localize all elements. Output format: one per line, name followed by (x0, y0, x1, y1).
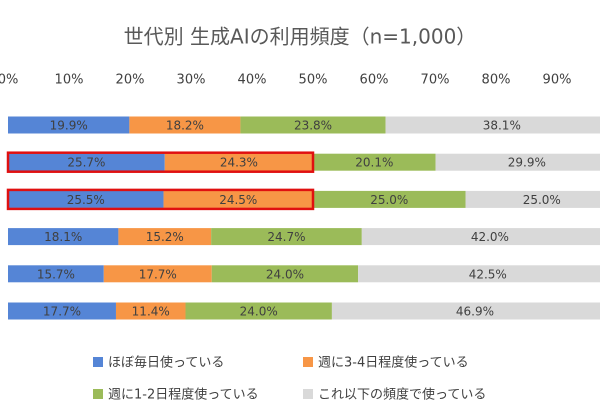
bar-segment (465, 190, 600, 208)
highlight-box (6, 188, 315, 211)
value-label: 11.4% (132, 305, 170, 319)
bar-segment (8, 302, 116, 320)
value-label: 15.7% (37, 267, 75, 281)
x-tick-label: 10% (55, 73, 84, 88)
value-label: 24.0% (266, 267, 304, 281)
highlight-box (6, 151, 315, 173)
value-label: 42.5% (469, 267, 507, 281)
chart-title: 世代別 生成AIの利用頻度（n=1,000） (124, 25, 477, 49)
value-label: 17.7% (139, 267, 177, 281)
value-label: 24.5% (219, 193, 257, 207)
legend-label: これ以下の頻度で使っている (318, 387, 486, 403)
x-tick-label: 60% (360, 73, 389, 88)
bar-segment (129, 116, 241, 134)
x-tick-label: 50% (299, 73, 328, 88)
legend-swatch (303, 357, 313, 367)
value-label: 24.0% (240, 305, 278, 319)
x-tick-label: 80% (482, 73, 511, 88)
bar-segment (8, 228, 119, 246)
bar-segment (164, 153, 313, 171)
bar-segment (313, 153, 436, 171)
value-label: 38.1% (483, 119, 521, 133)
value-label: 18.2% (166, 119, 204, 133)
bar-segment (435, 153, 600, 171)
bar-segment (361, 228, 600, 246)
bar-segment (8, 265, 104, 283)
value-label: 24.7% (267, 230, 305, 244)
bar-segment (211, 228, 362, 246)
value-label: 23.8% (294, 119, 332, 133)
value-label: 20.1% (355, 156, 393, 170)
bar-segment (185, 302, 332, 320)
x-tick-label: 0% (0, 73, 18, 88)
value-label: 29.9% (508, 156, 546, 170)
value-label: 25.0% (523, 193, 561, 207)
bar-segment (115, 302, 186, 320)
bar-segment (331, 302, 600, 320)
bar-segment (313, 190, 466, 208)
legend-swatch (303, 389, 313, 399)
bar-segment (8, 190, 164, 208)
x-tick-label: 90% (543, 73, 572, 88)
value-label: 17.7% (43, 305, 81, 319)
x-tick-label: 20% (116, 73, 145, 88)
bar-segment (211, 265, 359, 283)
bar-segment (8, 116, 130, 134)
x-tick-label: 70% (421, 73, 450, 88)
value-label: 24.3% (220, 156, 258, 170)
bar-segment (103, 265, 212, 283)
legend-swatch (93, 389, 103, 399)
bar-segment (385, 116, 600, 134)
legend-swatch (93, 357, 103, 367)
legend-label: 週に3-4日程度使っている (318, 355, 469, 371)
value-label: 25.0% (370, 193, 408, 207)
bar-segment (358, 265, 600, 283)
bar-segment (240, 116, 386, 134)
value-label: 46.9% (456, 305, 494, 319)
value-label: 25.7% (67, 156, 105, 170)
value-label: 19.9% (50, 119, 88, 133)
bar-segment (163, 190, 313, 208)
value-label: 18.1% (44, 230, 82, 244)
value-label: 25.5% (67, 193, 105, 207)
bar-segment (8, 153, 165, 171)
value-label: 42.0% (471, 230, 509, 244)
x-tick-label: 30% (177, 73, 206, 88)
bar-segment (118, 228, 212, 246)
x-tick-label: 40% (238, 73, 267, 88)
legend-label: 週に1-2日程度使っている (108, 387, 259, 403)
value-label: 15.2% (146, 230, 184, 244)
legend-label: ほぼ毎日使っている (108, 355, 224, 371)
